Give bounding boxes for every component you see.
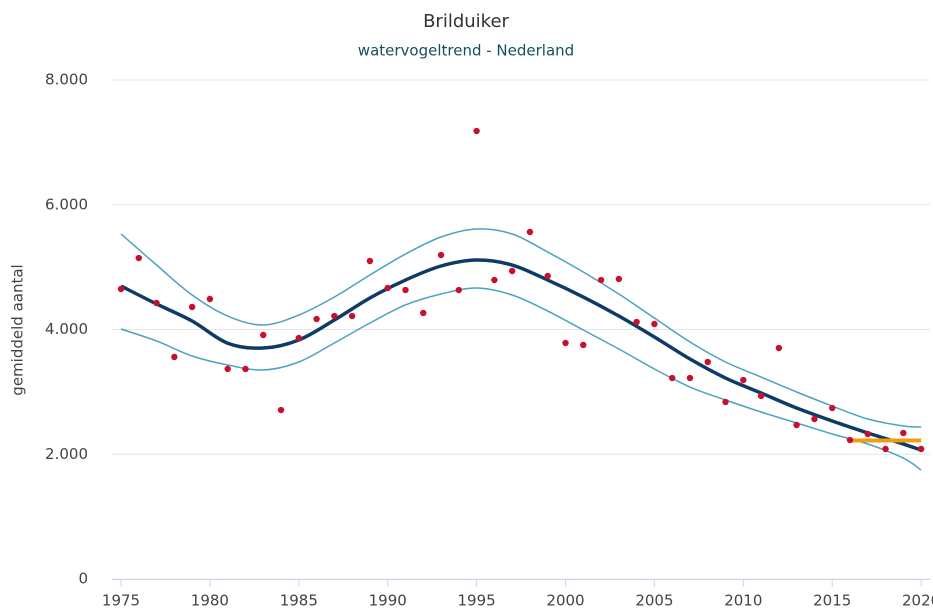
data-point — [384, 284, 391, 292]
data-point — [331, 312, 338, 320]
data-point — [757, 392, 765, 400]
data-point — [846, 436, 854, 444]
x-tick-label: 1980 — [191, 592, 229, 610]
data-point — [295, 334, 303, 342]
x-tick-label: 2010 — [724, 592, 762, 610]
x-tick-label: 2000 — [546, 592, 584, 610]
data-point — [740, 376, 747, 384]
chart-title: Brilduiker — [423, 11, 509, 32]
data-point — [793, 421, 800, 429]
data-point — [188, 303, 196, 311]
data-point — [455, 286, 463, 294]
data-point — [686, 374, 694, 382]
data-point — [402, 286, 409, 294]
data-point — [668, 374, 676, 382]
band-line — [120, 287, 922, 471]
data-point — [811, 415, 818, 423]
trend-line — [120, 258, 922, 452]
data-point — [420, 309, 427, 317]
data-point — [829, 404, 836, 412]
data-point — [508, 267, 516, 275]
data-point — [580, 341, 587, 349]
data-point — [153, 299, 160, 307]
data-point — [651, 320, 658, 328]
x-tick-label: 1990 — [369, 592, 407, 610]
data-point — [864, 430, 871, 438]
y-tick-label: 4.000 — [45, 320, 88, 338]
data-point — [615, 275, 623, 283]
data-point — [704, 358, 711, 366]
data-point — [491, 276, 498, 284]
x-tick-label: 1975 — [102, 592, 140, 610]
x-tick-label: 1995 — [458, 592, 496, 610]
y-tick-label: 0 — [78, 570, 88, 588]
data-point — [437, 251, 445, 259]
x-tick-label: 2015 — [813, 592, 851, 610]
chart-subtitle: watervogeltrend - Nederland — [358, 42, 574, 60]
y-axis-label: gemiddeld aantal — [9, 264, 27, 395]
x-tick-label: 2020 — [902, 592, 933, 610]
data-point — [562, 339, 569, 347]
data-point — [366, 257, 374, 265]
x-tick-label: 1985 — [280, 592, 318, 610]
data-point — [224, 365, 231, 373]
data-point — [722, 398, 729, 406]
data-point — [597, 276, 605, 284]
x-tick-label: 2005 — [635, 592, 673, 610]
data-point — [135, 254, 142, 262]
data-point — [775, 344, 783, 352]
data-point — [882, 445, 889, 453]
data-point — [242, 365, 249, 373]
data-point — [348, 312, 356, 320]
data-point — [544, 272, 551, 280]
data-point — [917, 445, 925, 453]
data-point — [526, 228, 534, 236]
band-line — [120, 228, 922, 428]
data-point — [313, 315, 320, 323]
data-point — [633, 318, 640, 326]
y-tick-label: 8.000 — [45, 71, 88, 89]
y-tick-label: 2.000 — [45, 445, 88, 463]
data-point — [171, 353, 178, 361]
data-point — [277, 406, 285, 414]
data-point — [260, 331, 267, 339]
y-tick-label: 6.000 — [45, 195, 88, 213]
data-point — [473, 127, 480, 135]
data-point — [206, 295, 214, 303]
data-point — [900, 429, 907, 437]
data-point — [117, 285, 125, 293]
